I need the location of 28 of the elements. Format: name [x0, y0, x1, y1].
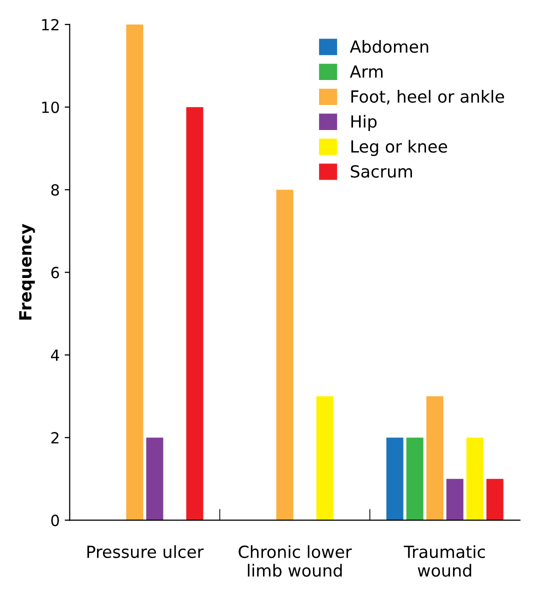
- bar: [486, 478, 504, 520]
- bar: [386, 438, 404, 520]
- bar: [406, 438, 424, 520]
- bar: [426, 396, 444, 520]
- y-tick-label: 12: [42, 18, 58, 30]
- bar: [446, 478, 464, 520]
- legend-label: Abdomen: [350, 40, 428, 53]
- bar: [276, 190, 294, 520]
- legend-label: Leg or knee: [351, 140, 448, 156]
- legend-label: Arm: [350, 65, 383, 78]
- y-tick-label: 8: [51, 184, 59, 196]
- legend-label: Sacrum: [350, 165, 412, 178]
- legend-label: Foot, heel or ankle: [351, 90, 504, 105]
- y-tick-label: 0: [51, 514, 59, 526]
- x-tick-label: Pressure ulcer: [87, 545, 204, 558]
- bar: [466, 438, 484, 520]
- legend-label: Hip: [351, 114, 377, 132]
- y-tick-label: 10: [42, 102, 59, 114]
- y-tick-label: 2: [51, 432, 58, 444]
- y-tick-label: 4: [50, 350, 60, 361]
- bar: [126, 24, 144, 520]
- bar: [186, 107, 204, 520]
- bar: [146, 438, 164, 520]
- x-tick-label: Chronic lower limb wound: [238, 545, 352, 577]
- x-tick-label: Traumatic wound: [404, 545, 485, 577]
- y-axis-title: Frequency: [19, 224, 35, 320]
- y-tick-label: 6: [51, 266, 59, 278]
- bar: [316, 396, 334, 520]
